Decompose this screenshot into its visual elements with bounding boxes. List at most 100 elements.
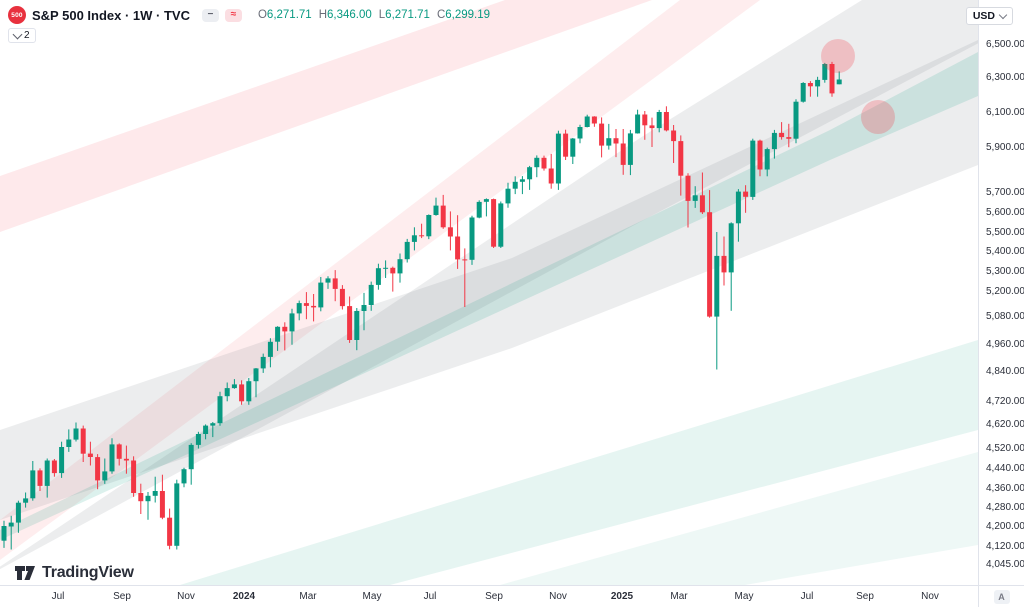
ohlc-item: L6,271.71: [378, 9, 430, 21]
time-axis-label: Jul: [51, 591, 65, 602]
candle: [433, 197, 439, 216]
green-channel-low-band[interactable]: [500, 452, 978, 585]
candle: [231, 379, 237, 389]
symbol-logo-icon: 500: [8, 6, 26, 24]
indicator-toggle-pink-icon[interactable]: ≈: [224, 8, 242, 22]
candle: [491, 198, 497, 248]
candle: [627, 129, 633, 176]
candle: [44, 458, 50, 498]
indicator-toggle-gray-icon[interactable]: −: [201, 8, 219, 22]
time-axis-label: Sep: [856, 591, 874, 602]
candle: [1, 520, 7, 548]
green-channel-mid-band[interactable]: [180, 340, 978, 585]
candle: [714, 232, 720, 370]
candle: [311, 294, 317, 322]
gray-channel-steep-band[interactable]: [0, 0, 978, 580]
candle: [296, 300, 302, 321]
time-axis-label: Jul: [423, 591, 437, 602]
candle: [699, 172, 705, 214]
time-axis-label: Mar: [299, 591, 317, 602]
candle: [815, 76, 821, 97]
chevron-down-icon: [12, 29, 23, 39]
time-axis-label: 2025: [610, 591, 634, 602]
candle: [354, 308, 360, 351]
price-axis-label: 5,200.00: [986, 286, 1024, 297]
candle: [440, 194, 446, 229]
candle: [570, 138, 576, 164]
candle: [188, 443, 194, 485]
candle: [138, 483, 144, 514]
candle: [167, 508, 173, 550]
candle: [332, 270, 338, 302]
collapse-indicators-button[interactable]: 2: [8, 28, 36, 43]
candle: [764, 147, 770, 177]
candle: [620, 129, 626, 175]
price-axis-label: 5,500.00: [986, 227, 1024, 238]
candle: [656, 109, 662, 133]
candle: [37, 468, 43, 491]
candle: [563, 129, 569, 160]
price-axis-label: 4,840.00: [986, 366, 1024, 377]
hidden-indicator-count: 2: [24, 30, 30, 41]
price-axis-label: 6,500.00: [986, 39, 1024, 50]
symbol-title[interactable]: S&P 500 Index · 1W · TVC: [32, 7, 190, 23]
time-axis[interactable]: Jul Sep Nov 2024 Mar May Jul Sep Nov 2025 Mar May Ju…: [0, 585, 978, 607]
candle: [591, 116, 597, 127]
currency-selector[interactable]: USD: [965, 7, 1013, 25]
price-axis-label: 5,600.00: [986, 207, 1024, 218]
candle: [642, 111, 648, 140]
candle: [51, 459, 57, 477]
candle: [649, 117, 655, 147]
axis-corner: A: [978, 585, 1024, 607]
highlight-circle[interactable]: [861, 100, 895, 134]
candle: [822, 62, 828, 83]
candle: [807, 81, 813, 97]
ohlc-item: H6,346.00: [318, 9, 372, 21]
candle: [447, 211, 453, 251]
green-channel-steep-band[interactable]: [0, 52, 978, 540]
watermark-text: TradingView: [42, 564, 134, 581]
candle: [289, 308, 295, 345]
pink-channel-upper-band[interactable]: [0, 0, 652, 232]
candle: [224, 382, 230, 402]
candle: [577, 124, 583, 144]
time-axis-label: Jul: [800, 591, 814, 602]
gray-channel-shallow-band[interactable]: [0, 40, 978, 520]
candle: [123, 445, 129, 474]
candle: [59, 441, 65, 478]
candle: [750, 138, 756, 200]
candle: [613, 129, 619, 158]
chart-canvas[interactable]: [0, 0, 978, 585]
highlight-circle[interactable]: [821, 39, 855, 73]
candle: [599, 117, 605, 158]
candle: [678, 135, 684, 196]
candlestick-chart[interactable]: [0, 0, 978, 585]
candle: [87, 441, 93, 466]
candle: [721, 236, 727, 286]
price-axis[interactable]: 6,500.00 6,300.00 6,100.00 5,900.00 5,700.00…: [978, 0, 1024, 585]
candle: [217, 391, 223, 426]
candle: [267, 338, 273, 368]
auto-scale-button[interactable]: A: [993, 589, 1010, 604]
candle: [210, 422, 216, 438]
price-axis-label: 4,620.00: [986, 419, 1024, 430]
candle: [159, 474, 165, 520]
time-axis-label: Mar: [670, 591, 688, 602]
candle: [829, 61, 835, 97]
candle: [498, 201, 504, 248]
candle: [66, 429, 72, 452]
time-axis-label: May: [734, 591, 754, 602]
candle: [671, 125, 677, 163]
candle: [483, 198, 489, 217]
price-axis-label: 4,440.00: [986, 463, 1024, 474]
candle: [786, 123, 792, 148]
candle: [534, 155, 540, 178]
candle: [397, 253, 403, 283]
candle: [368, 281, 374, 311]
candle: [131, 456, 137, 497]
candle: [145, 492, 151, 520]
price-axis-label: 4,360.00: [986, 483, 1024, 494]
price-axis-label: 6,100.00: [986, 107, 1024, 118]
candle: [8, 515, 14, 550]
